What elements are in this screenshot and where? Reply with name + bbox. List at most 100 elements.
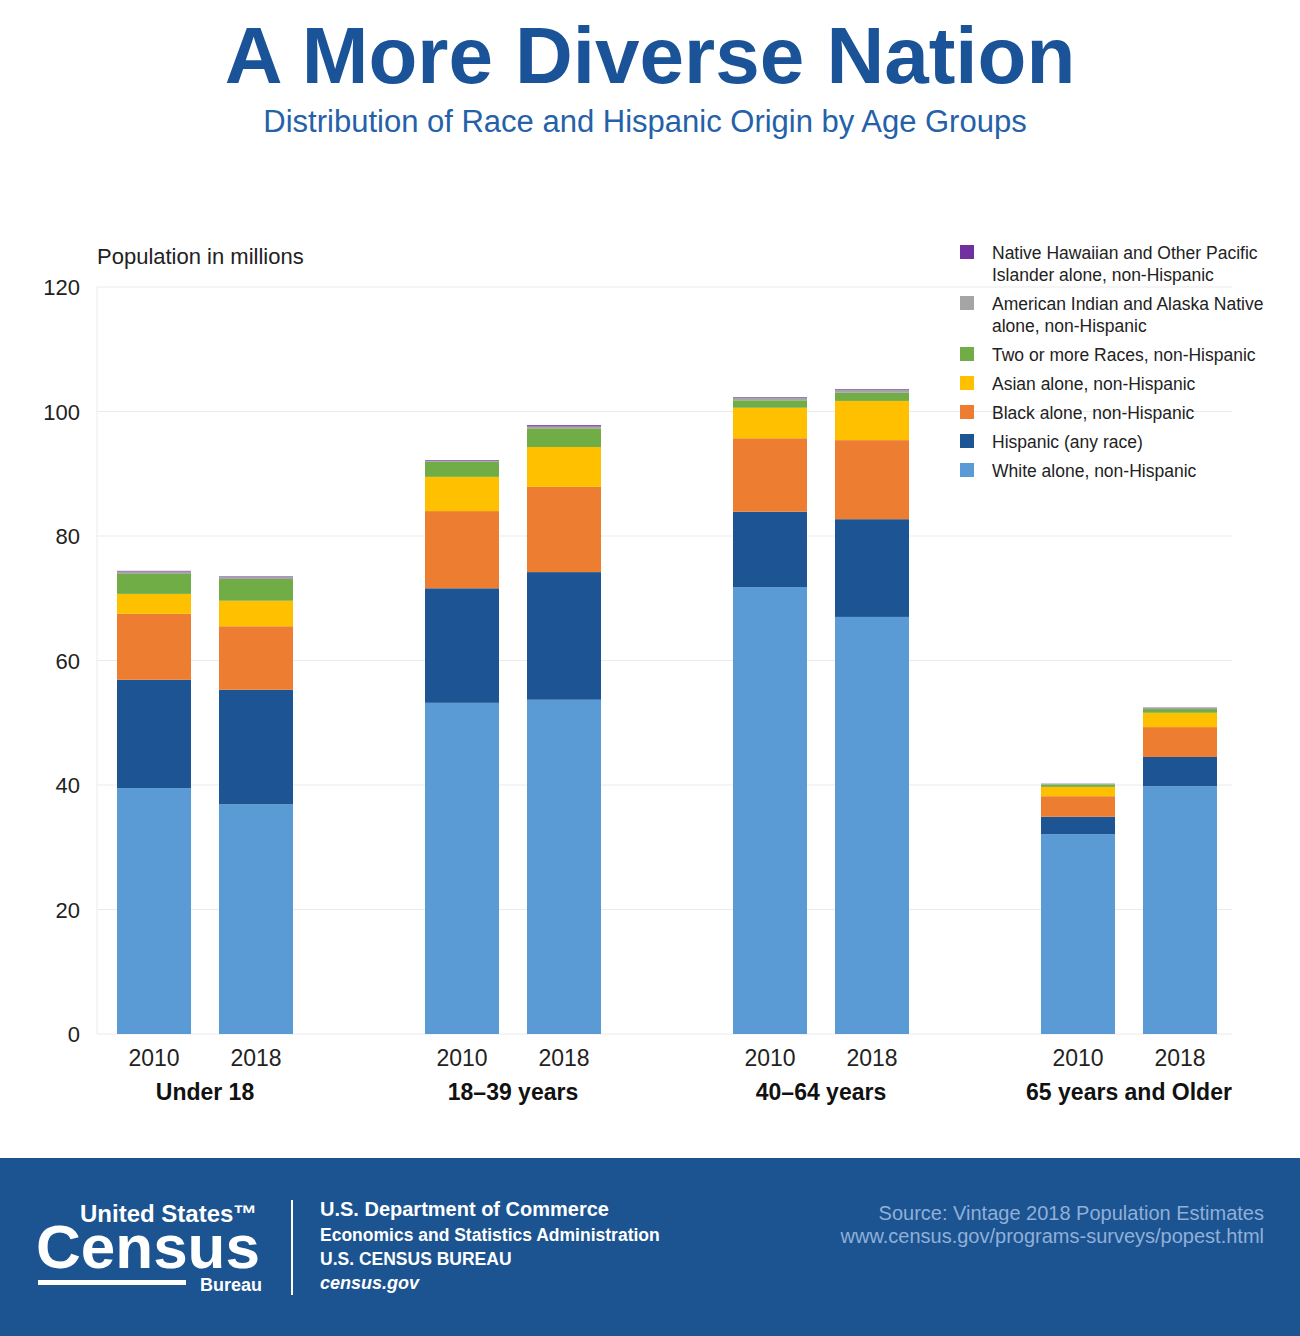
logo-bar bbox=[38, 1280, 186, 1285]
legend-item: Asian alone, non-Hispanic bbox=[960, 373, 1296, 395]
bar-segment bbox=[1143, 757, 1217, 786]
bar-segment bbox=[425, 460, 499, 462]
legend-label: Hispanic (any race) bbox=[992, 431, 1143, 453]
bar-segment bbox=[527, 572, 601, 700]
legend-swatch bbox=[960, 463, 974, 477]
bar-segment bbox=[527, 426, 601, 428]
y-tick-label: 20 bbox=[56, 898, 80, 923]
y-tick-label: 100 bbox=[43, 400, 80, 425]
legend-item: Black alone, non-Hispanic bbox=[960, 402, 1296, 424]
y-axis-label: Population in millions bbox=[97, 244, 304, 269]
bar-segment bbox=[425, 511, 499, 588]
bar-segment bbox=[425, 477, 499, 511]
bar-segment bbox=[527, 700, 601, 1034]
bar-segment bbox=[835, 389, 909, 391]
legend-item: Two or more Races, non-Hispanic bbox=[960, 344, 1296, 366]
bar-segment bbox=[1041, 796, 1115, 817]
footer-text: U.S. CENSUS BUREAU bbox=[320, 1249, 512, 1269]
x-tick-label: 2010 bbox=[744, 1045, 795, 1071]
bar-segment bbox=[527, 447, 601, 487]
bar-segment bbox=[1041, 817, 1115, 834]
bar-segment bbox=[1143, 707, 1217, 708]
bar-segment bbox=[219, 804, 293, 1034]
bar-segment bbox=[117, 594, 191, 614]
bar-segment bbox=[1143, 786, 1217, 1034]
group-label: 40–64 years bbox=[756, 1079, 886, 1105]
x-tick-label: 2010 bbox=[1052, 1045, 1103, 1071]
bar-segment bbox=[1041, 783, 1115, 784]
bar-segment bbox=[1041, 787, 1115, 796]
legend-item: White alone, non-Hispanic bbox=[960, 460, 1296, 482]
legend-item: Hispanic (any race) bbox=[960, 431, 1296, 453]
bar-segment bbox=[219, 576, 293, 578]
bar-segment bbox=[117, 574, 191, 594]
logo-text: Bureau bbox=[200, 1275, 262, 1295]
legend-swatch bbox=[960, 245, 974, 259]
divider bbox=[291, 1200, 293, 1295]
y-tick-label: 60 bbox=[56, 649, 80, 674]
bar-segment bbox=[1143, 727, 1217, 757]
bar-segment bbox=[733, 512, 807, 587]
logo-text: Census bbox=[36, 1212, 260, 1281]
bar-segment bbox=[1041, 784, 1115, 786]
bar-segment bbox=[425, 588, 499, 703]
bar-segment bbox=[117, 788, 191, 1034]
y-tick-label: 40 bbox=[56, 773, 80, 798]
legend-swatch bbox=[960, 347, 974, 361]
bar-segment bbox=[733, 587, 807, 1034]
y-tick-label: 120 bbox=[43, 275, 80, 300]
bar-segment bbox=[527, 428, 601, 447]
bar-segment bbox=[117, 614, 191, 680]
footer-text: Economics and Statistics Administration bbox=[320, 1225, 660, 1245]
legend-label: Native Hawaiian and Other Pacific Island… bbox=[992, 242, 1296, 286]
legend-swatch bbox=[960, 296, 974, 310]
bar-segment bbox=[219, 579, 293, 601]
legend-label: Asian alone, non-Hispanic bbox=[992, 373, 1195, 395]
grid-line bbox=[97, 536, 1232, 537]
source-text: Source: Vintage 2018 Population Estimate… bbox=[879, 1202, 1264, 1224]
bar-segment bbox=[527, 425, 601, 426]
legend-swatch bbox=[960, 376, 974, 390]
bar-segment bbox=[835, 390, 909, 393]
bars bbox=[117, 389, 1217, 1034]
bar-segment bbox=[425, 461, 499, 462]
bar-segment bbox=[733, 408, 807, 439]
x-tick-label: 2018 bbox=[1154, 1045, 1205, 1071]
footer-band bbox=[0, 1158, 1300, 1336]
bar-segment bbox=[117, 571, 191, 573]
bar-segment bbox=[219, 577, 293, 579]
bar-segment bbox=[117, 570, 191, 572]
legend-label: American Indian and Alaska Native alone,… bbox=[992, 293, 1296, 337]
grid bbox=[97, 287, 1232, 1034]
bar-segment bbox=[1143, 713, 1217, 727]
legend: Native Hawaiian and Other Pacific Island… bbox=[960, 242, 1296, 489]
bar-segment bbox=[835, 401, 909, 440]
bar-segment bbox=[835, 519, 909, 617]
title: A More Diverse Nation bbox=[225, 11, 1076, 100]
legend-label: White alone, non-Hispanic bbox=[992, 460, 1196, 482]
legend-item: American Indian and Alaska Native alone,… bbox=[960, 293, 1296, 337]
bar-segment bbox=[733, 398, 807, 400]
y-axis-line bbox=[97, 287, 98, 1034]
bar-segment bbox=[1143, 708, 1217, 709]
subtitle: Distribution of Race and Hispanic Origin… bbox=[263, 104, 1026, 139]
legend-label: Two or more Races, non-Hispanic bbox=[992, 344, 1256, 366]
footer-text: U.S. Department of Commerce bbox=[320, 1198, 609, 1220]
bar-segment bbox=[835, 393, 909, 401]
source-text: www.census.gov/programs-surveys/popest.h… bbox=[840, 1225, 1265, 1247]
bar-segment bbox=[733, 400, 807, 407]
x-tick-label: 2018 bbox=[538, 1045, 589, 1071]
bar-segment bbox=[835, 440, 909, 519]
footer: United States™CensusBureauU.S. Departmen… bbox=[0, 1158, 1300, 1336]
bar-segment bbox=[219, 601, 293, 627]
group-label: Under 18 bbox=[156, 1079, 255, 1105]
x-tick-label: 2010 bbox=[128, 1045, 179, 1071]
bar-segment bbox=[425, 703, 499, 1034]
footer-text: census.gov bbox=[320, 1273, 420, 1293]
grid-line bbox=[97, 287, 1232, 288]
bar-segment bbox=[1143, 709, 1217, 713]
bar-segment bbox=[733, 397, 807, 399]
group-label: 65 years and Older bbox=[1026, 1079, 1232, 1105]
bar-segment bbox=[733, 438, 807, 511]
bar-segment bbox=[219, 690, 293, 805]
